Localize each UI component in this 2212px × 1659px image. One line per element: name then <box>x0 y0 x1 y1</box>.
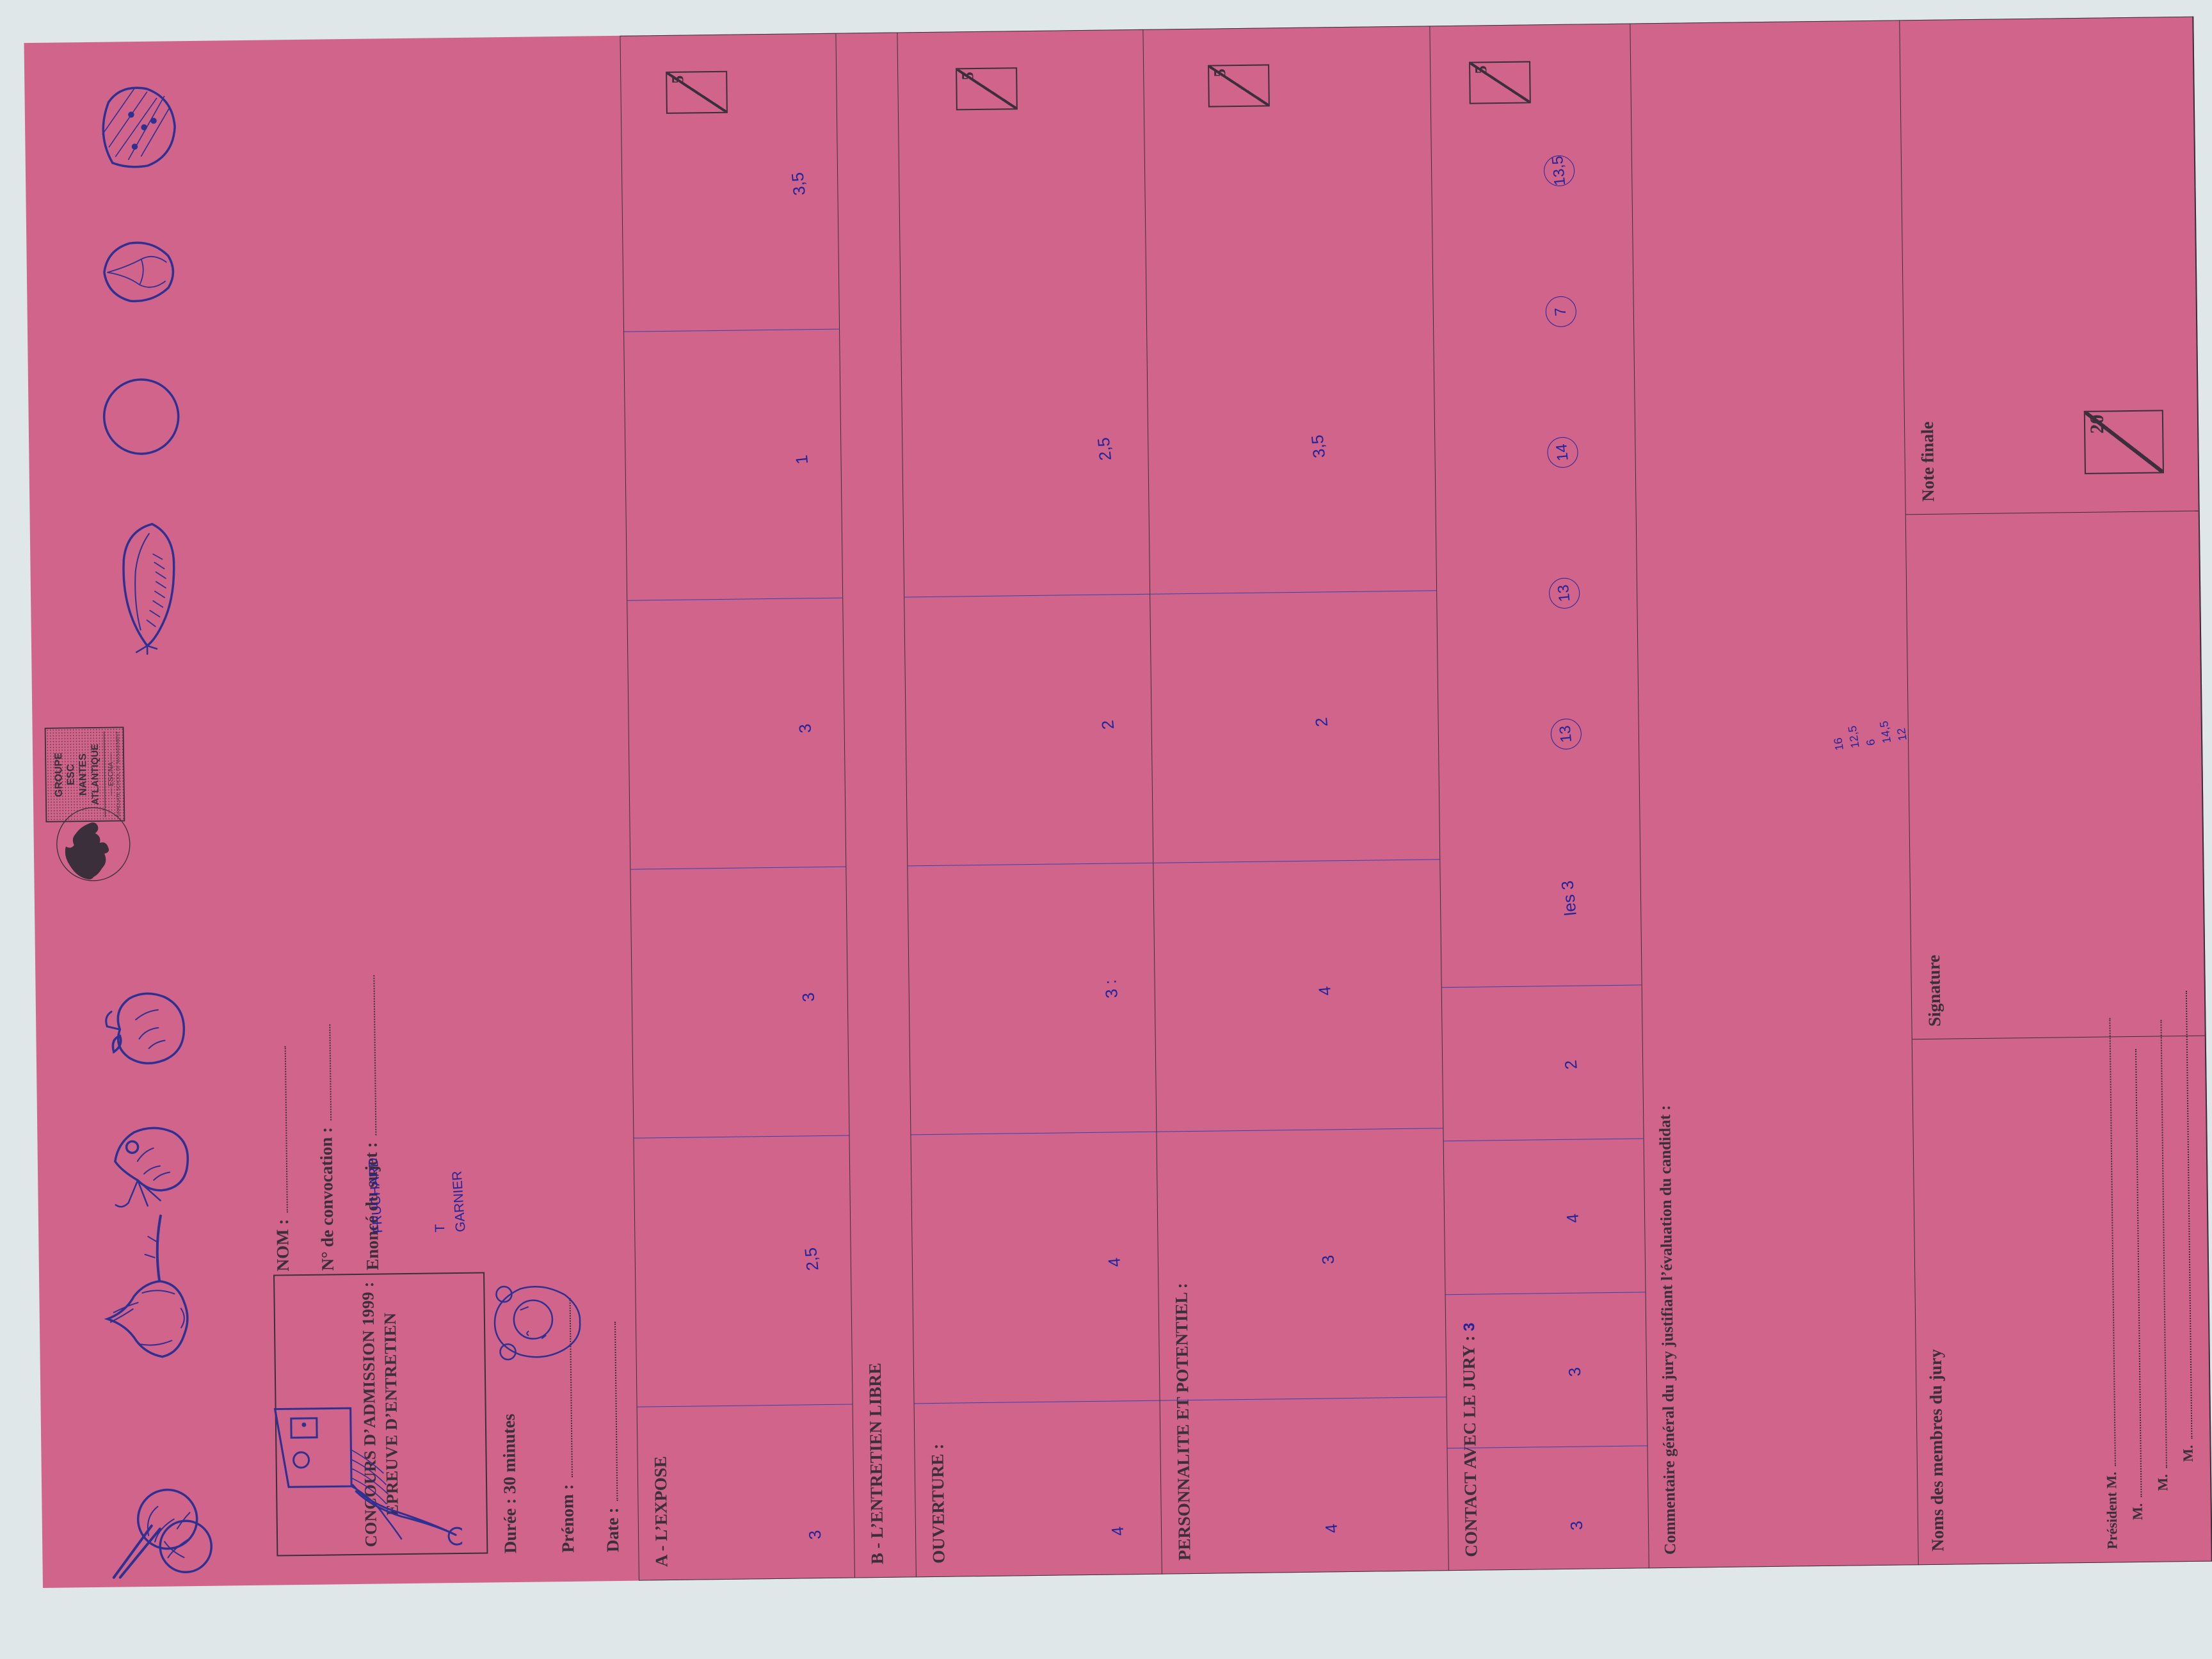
svg-text:NANTES: NANTES <box>77 753 89 796</box>
svg-text:GROUPE: GROUPE <box>53 752 65 797</box>
svg-text:ATLANTIQUE: ATLANTIQUE <box>90 744 101 805</box>
svg-text:— ESCNA —: — ESCNA — <box>107 753 115 796</box>
svg-text:ESC: ESC <box>65 764 76 785</box>
